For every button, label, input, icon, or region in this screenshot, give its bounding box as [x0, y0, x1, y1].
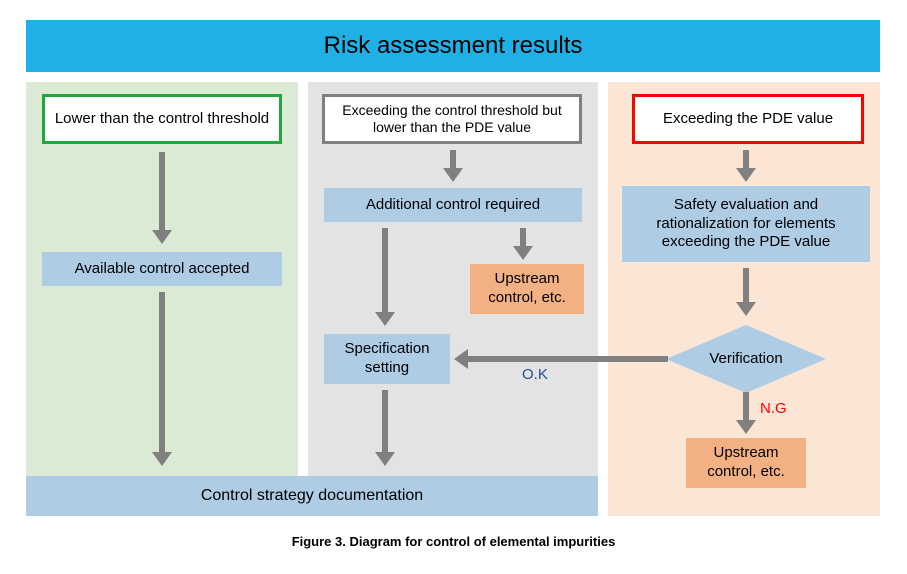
box-upstream-col3: Upstream control, etc. [686, 438, 806, 488]
arrow-c3-2 [739, 268, 753, 314]
arrow-ok-head [454, 349, 468, 369]
box-additional-control: Additional control required [324, 188, 582, 222]
box-safety-evaluation: Safety evaluation and rationalization fo… [622, 186, 870, 262]
box-upstream-col2: Upstream control, etc. [470, 264, 584, 314]
arrow-c2-1 [446, 150, 460, 180]
arrow-c1-1 [155, 152, 169, 242]
arrow-c3-1 [739, 150, 753, 180]
header-box-col2: Exceeding the control threshold but lowe… [322, 94, 582, 144]
flow-diagram: Risk assessment results Lower than the c… [26, 20, 880, 516]
box-control-strategy-documentation: Control strategy documentation [26, 476, 598, 516]
figure-caption: Figure 3. Diagram for control of element… [0, 534, 907, 549]
box-available-control-accepted: Available control accepted [42, 252, 282, 286]
label-ng: N.G [760, 400, 787, 417]
label-ok: O.K [522, 366, 548, 383]
diagram-title: Risk assessment results [26, 20, 880, 72]
header-box-col3: Exceeding the PDE value [632, 94, 864, 144]
box-specification-setting: Specification setting [324, 334, 450, 384]
arrow-c1-2 [155, 292, 169, 464]
arrow-c2-3 [378, 390, 392, 464]
arrow-c3-ng [739, 392, 753, 432]
arrow-ok-horizontal [466, 356, 668, 362]
arrow-c2-2-right [516, 228, 530, 258]
label-verification: Verification [666, 350, 826, 367]
arrow-c2-2-left [378, 228, 392, 324]
header-box-col1: Lower than the control threshold [42, 94, 282, 144]
